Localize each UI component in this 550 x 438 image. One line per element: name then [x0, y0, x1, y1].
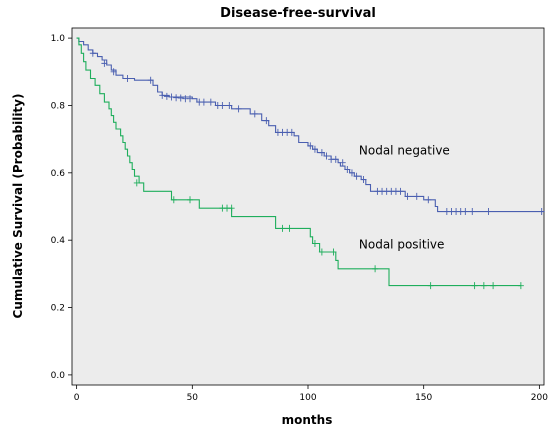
annotation-label: Nodal positive [359, 238, 445, 252]
censor-mark-nodal-negative [124, 75, 131, 83]
x-tick-label: 200 [531, 393, 548, 403]
censor-mark-nodal-positive [490, 282, 497, 290]
y-axis-label: Cumulative Survival (Probability) [11, 94, 25, 319]
censor-mark-nodal-negative [89, 49, 96, 57]
censor-mark-nodal-negative [251, 110, 258, 118]
censor-mark-nodal-negative [219, 101, 226, 109]
x-tick-label: 0 [74, 393, 80, 403]
censor-mark-nodal-positive [517, 282, 524, 290]
censor-mark-nodal-negative [413, 192, 420, 200]
censor-mark-nodal-negative [404, 192, 411, 200]
y-tick-label: 0.2 [51, 304, 65, 314]
plot-area [71, 27, 545, 386]
censor-mark-nodal-negative [344, 165, 351, 173]
x-tick-label: 150 [415, 393, 432, 403]
censor-mark-nodal-negative [263, 117, 270, 125]
censor-mark-nodal-negative [339, 159, 346, 167]
censor-mark-nodal-negative [159, 91, 166, 99]
y-tick-label: 0.6 [51, 169, 66, 179]
censor-mark-nodal-negative [177, 94, 184, 102]
annotation-label: Nodal negative [359, 143, 450, 157]
censor-mark-nodal-negative [425, 196, 432, 204]
censor-mark-nodal-positive [133, 179, 140, 187]
censor-mark-nodal-negative [538, 208, 545, 216]
censor-mark-nodal-negative [469, 208, 476, 216]
censor-mark-nodal-negative [110, 68, 117, 76]
y-tick-label: 0.4 [51, 236, 66, 246]
censor-mark-nodal-positive [427, 282, 434, 290]
censor-mark-nodal-positive [330, 248, 337, 256]
censor-mark-nodal-negative [348, 169, 355, 177]
censor-mark-nodal-negative [332, 155, 339, 163]
censor-mark-nodal-negative [311, 145, 318, 153]
censor-mark-nodal-negative [187, 95, 193, 103]
censor-mark-nodal-positive [372, 265, 379, 273]
censor-mark-nodal-negative [168, 93, 175, 101]
censor-mark-nodal-negative [200, 98, 207, 106]
censor-mark-nodal-negative [353, 172, 360, 180]
censor-mark-nodal-negative [307, 142, 314, 150]
x-tick-label: 50 [187, 393, 199, 403]
censor-mark-nodal-negative [397, 187, 404, 195]
censor-mark-nodal-positive [286, 224, 293, 232]
annotations: Nodal negative Nodal positive [359, 143, 450, 251]
censor-mark-nodal-negative [462, 208, 469, 216]
censor-mark-nodal-negative [288, 128, 295, 136]
x-tick-label: 100 [299, 393, 316, 403]
y-tick-label: 0.0 [51, 371, 66, 381]
y-tick-label: 0.8 [51, 101, 66, 111]
censor-mark-nodal-positive [318, 248, 325, 256]
censor-mark-nodal-positive [471, 282, 478, 290]
censor-mark-nodal-negative [360, 176, 367, 184]
censor-mark-nodal-positive [187, 196, 193, 204]
censor-mark-nodal-negative [101, 59, 108, 67]
x-axis-label: months [282, 413, 333, 427]
censor-mark-nodal-negative [485, 208, 492, 216]
censor-mark-nodal-positive [311, 240, 318, 248]
censor-mark-nodal-negative [207, 98, 214, 106]
censor-mark-nodal-negative [226, 101, 233, 109]
censor-mark-nodal-negative [147, 76, 154, 84]
censor-mark-nodal-negative [163, 92, 170, 100]
censor-mark-nodal-positive [170, 196, 177, 204]
axis-ticks: 0 50 100 150 200 0.0 0.2 0.4 0.6 0.8 1.0 [51, 34, 549, 403]
censor-mark-nodal-negative [323, 152, 330, 160]
y-tick-label: 1.0 [51, 34, 66, 44]
censor-mark-nodal-positive [228, 204, 235, 212]
censor-mark-nodal-positive [279, 224, 286, 232]
censor-mark-nodal-negative [235, 105, 242, 113]
censor-mark-nodal-negative [318, 149, 325, 157]
censor-mark-nodal-positive [480, 282, 487, 290]
chart-title: Disease-free-survival [220, 6, 376, 21]
series-layer [76, 37, 545, 290]
survival-curve-nodal-positive [76, 37, 521, 287]
